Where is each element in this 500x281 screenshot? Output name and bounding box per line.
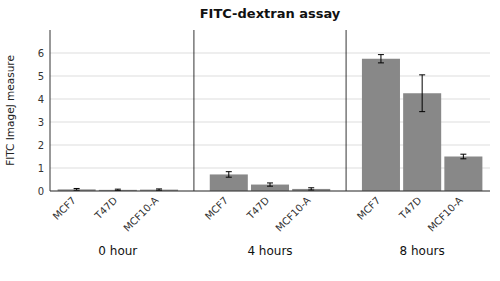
error-cap bbox=[308, 187, 314, 188]
group-divider bbox=[346, 30, 347, 191]
y-tick-label: 2 bbox=[38, 140, 44, 151]
group-label: 0 hour bbox=[98, 244, 137, 258]
error-bar bbox=[460, 154, 466, 159]
error-cap bbox=[460, 154, 466, 155]
x-tick-label: MCF10-A bbox=[426, 195, 465, 234]
y-tick-label: 3 bbox=[38, 117, 44, 128]
bars bbox=[58, 55, 483, 191]
y-tick-label: 6 bbox=[38, 48, 44, 59]
error-cap bbox=[156, 188, 162, 189]
error-cap bbox=[419, 74, 425, 75]
error-line bbox=[380, 55, 381, 63]
bar bbox=[444, 157, 482, 192]
error-bar bbox=[115, 189, 121, 190]
y-tick-label: 5 bbox=[38, 71, 44, 82]
grid-line bbox=[50, 53, 490, 54]
error-cap bbox=[378, 62, 384, 63]
error-line bbox=[228, 172, 229, 178]
x-tick-label: MCF10-A bbox=[274, 195, 313, 234]
x-tick-label: MCF7 bbox=[51, 195, 78, 222]
title: FITC-dextran assay bbox=[200, 6, 341, 21]
error-cap bbox=[226, 177, 232, 178]
grid-line bbox=[50, 191, 490, 192]
y-tick-label: 1 bbox=[38, 163, 44, 174]
error-line bbox=[422, 75, 423, 112]
error-cap bbox=[267, 182, 273, 183]
error-line bbox=[463, 154, 464, 159]
x-tick-label: MCF7 bbox=[355, 195, 382, 222]
x-tick-label: T47D bbox=[92, 194, 119, 221]
x-tick-label: T47D bbox=[244, 194, 271, 221]
error-cap bbox=[226, 171, 232, 172]
error-cap bbox=[308, 190, 314, 191]
x-axis bbox=[50, 191, 490, 192]
y-axis bbox=[50, 30, 51, 191]
error-bar bbox=[156, 189, 162, 190]
y-tick-label: 0 bbox=[38, 186, 44, 197]
grid-line bbox=[50, 76, 490, 77]
x-tick-label: T47D bbox=[396, 194, 423, 221]
error-cap bbox=[419, 111, 425, 112]
error-cap bbox=[267, 186, 273, 187]
error-cap bbox=[378, 54, 384, 55]
error-bar bbox=[226, 172, 232, 178]
error-bar bbox=[308, 188, 314, 190]
error-bar bbox=[419, 75, 425, 112]
y-axis-label: FITC ImageJ measure bbox=[4, 55, 16, 166]
error-cap bbox=[115, 189, 121, 190]
error-bar bbox=[267, 183, 273, 186]
error-cap bbox=[74, 188, 80, 189]
error-cap bbox=[460, 158, 466, 159]
bar bbox=[362, 59, 400, 191]
group-label: 4 hours bbox=[247, 244, 292, 258]
x-tick-label: MCF7 bbox=[203, 195, 230, 222]
error-bar bbox=[74, 188, 80, 190]
chart: 0123456MCF7T47DMCF10-AMCF7T47DMCF10-AMCF… bbox=[0, 0, 500, 281]
error-bar bbox=[378, 55, 384, 63]
group-divider bbox=[193, 30, 194, 191]
group-label: 8 hours bbox=[400, 244, 445, 258]
bar bbox=[210, 174, 248, 191]
x-tick-label: MCF10-A bbox=[121, 195, 160, 234]
y-tick-label: 4 bbox=[38, 94, 44, 105]
